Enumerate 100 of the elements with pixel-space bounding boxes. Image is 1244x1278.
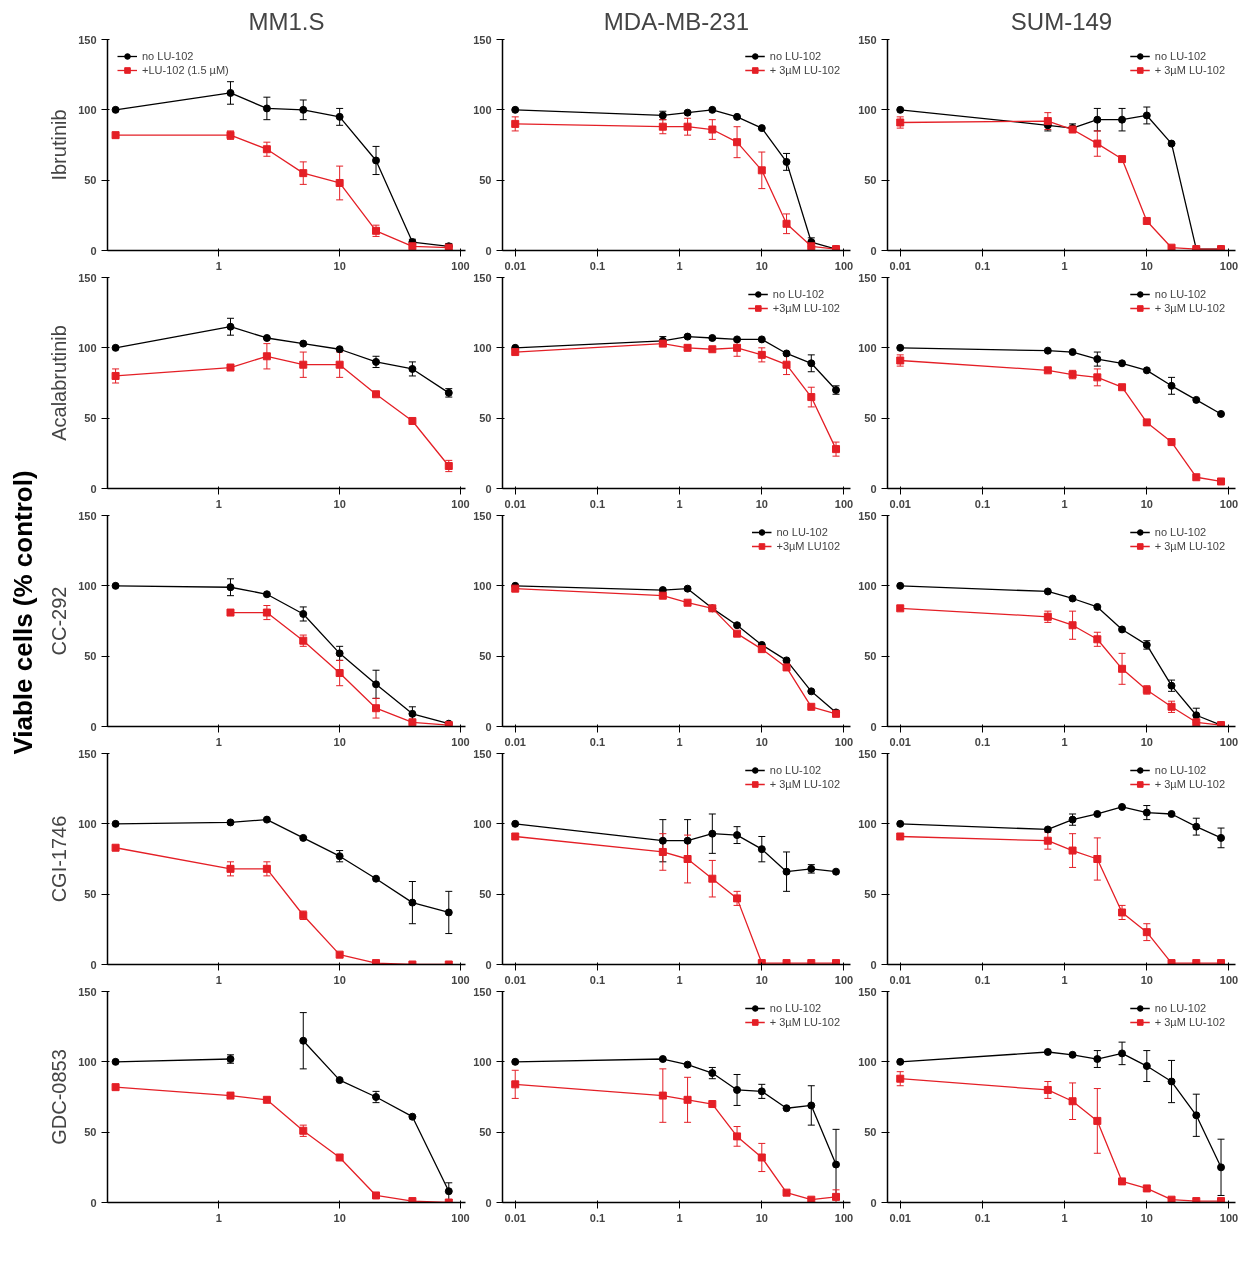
y-tick-label: 50 bbox=[479, 412, 492, 425]
legend-label: + 3µM LU-102 bbox=[1154, 301, 1225, 315]
x-tick-label: 10 bbox=[333, 259, 346, 272]
y-tick-label: 150 bbox=[858, 985, 877, 998]
chart-title: MDA-MB-231 bbox=[603, 7, 750, 35]
y-tick-label: 100 bbox=[473, 103, 492, 116]
y-tick-label: 50 bbox=[84, 1126, 97, 1139]
x-tick-label: 1 bbox=[1061, 735, 1068, 748]
x-tick-label: 10 bbox=[1140, 1211, 1153, 1224]
y-tick-label: 0 bbox=[870, 244, 877, 257]
x-tick-label: 10 bbox=[1140, 735, 1153, 748]
x-tick-label: 1 bbox=[1061, 497, 1068, 510]
x-tick-label: 100 bbox=[1219, 735, 1239, 748]
legend-label: + 3µM LU-102 bbox=[769, 63, 840, 77]
y-tick-label: 150 bbox=[858, 747, 877, 760]
y-tick-label: 150 bbox=[858, 509, 877, 522]
x-tick-label: 100 bbox=[1219, 973, 1239, 986]
x-tick-label: 100 bbox=[834, 973, 854, 986]
legend-label: + 3µM LU-102 bbox=[1154, 539, 1225, 553]
legend-label: +LU-102 (1.5 µM) bbox=[142, 63, 229, 77]
y-tick-label: 100 bbox=[78, 817, 97, 830]
legend-label: no LU-102 bbox=[1154, 1001, 1207, 1015]
x-tick-label: 0.1 bbox=[974, 1211, 991, 1224]
x-tick-label: 1 bbox=[676, 1211, 683, 1224]
text: Viable cells (% control) bbox=[8, 470, 38, 755]
x-tick-label: 0.1 bbox=[589, 1211, 606, 1224]
y-tick-label: 100 bbox=[858, 579, 877, 592]
legend-label: no LU-102 bbox=[769, 49, 822, 63]
y-tick-label: 0 bbox=[870, 958, 877, 971]
y-tick-label: 150 bbox=[473, 509, 492, 522]
x-tick-label: 1 bbox=[215, 1211, 222, 1224]
y-tick-label: 0 bbox=[485, 958, 492, 971]
legend-label: + 3µM LU-102 bbox=[769, 777, 840, 791]
x-tick-label: 100 bbox=[834, 1211, 854, 1224]
x-tick-label: 1 bbox=[676, 497, 683, 510]
y-tick-label: 0 bbox=[90, 1196, 97, 1209]
x-tick-label: 100 bbox=[451, 259, 470, 272]
x-tick-label: 0.01 bbox=[504, 735, 526, 748]
x-tick-label: 100 bbox=[1219, 1211, 1239, 1224]
y-tick-label: 100 bbox=[858, 817, 877, 830]
x-tick-label: 0.01 bbox=[504, 259, 526, 272]
legend-label: no LU-102 bbox=[776, 525, 828, 539]
y-tick-label: 50 bbox=[864, 888, 877, 901]
x-tick-label: 0.1 bbox=[589, 259, 606, 272]
x-tick-label: 0.01 bbox=[889, 259, 911, 272]
legend-label: no LU-102 bbox=[772, 287, 825, 301]
y-tick-label: 0 bbox=[90, 958, 97, 971]
y-tick-label: 0 bbox=[870, 720, 877, 733]
x-tick-label: 100 bbox=[451, 973, 470, 986]
x-tick-label: 0.01 bbox=[504, 1211, 526, 1224]
legend-label: no LU-102 bbox=[1154, 49, 1207, 63]
y-tick-label: 50 bbox=[864, 650, 877, 663]
x-tick-label: 10 bbox=[333, 1211, 346, 1224]
x-tick-label: 0.01 bbox=[504, 497, 526, 510]
x-tick-label: 0.01 bbox=[889, 1211, 911, 1224]
y-tick-label: 100 bbox=[473, 579, 492, 592]
y-tick-label: 0 bbox=[485, 1196, 492, 1209]
x-tick-label: 0.1 bbox=[974, 735, 991, 748]
y-tick-label: 0 bbox=[485, 244, 492, 257]
x-tick-label: 0.1 bbox=[589, 497, 606, 510]
x-tick-label: 100 bbox=[834, 497, 854, 510]
legend-label: + 3µM LU-102 bbox=[1154, 1015, 1225, 1029]
y-tick-label: 50 bbox=[84, 174, 97, 187]
x-tick-label: 0.1 bbox=[589, 973, 606, 986]
x-tick-label: 10 bbox=[755, 973, 768, 986]
x-tick-label: 1 bbox=[215, 497, 222, 510]
y-tick-label: 150 bbox=[858, 271, 877, 284]
y-tick-label: 150 bbox=[473, 271, 492, 284]
y-tick-label: 50 bbox=[84, 412, 97, 425]
x-tick-label: 0.1 bbox=[974, 497, 991, 510]
x-tick-label: 100 bbox=[451, 1211, 470, 1224]
y-axis-title: Ibrutinib bbox=[48, 109, 71, 181]
x-tick-label: 1 bbox=[215, 735, 222, 748]
y-tick-label: 50 bbox=[864, 1126, 877, 1139]
y-tick-label: 0 bbox=[90, 482, 97, 495]
legend-label: + 3µM LU-102 bbox=[1154, 777, 1225, 791]
x-tick-label: 100 bbox=[1219, 259, 1239, 272]
legend-label: + 3µM LU-102 bbox=[1154, 63, 1225, 77]
y-tick-label: 0 bbox=[485, 720, 492, 733]
y-tick-label: 100 bbox=[78, 103, 97, 116]
y-axis-title: CGI-1746 bbox=[48, 815, 71, 903]
chart-title: SUM-149 bbox=[1010, 7, 1113, 35]
x-tick-label: 0.1 bbox=[589, 735, 606, 748]
y-tick-label: 100 bbox=[78, 1055, 97, 1068]
y-tick-label: 100 bbox=[78, 341, 97, 354]
y-tick-label: 0 bbox=[90, 720, 97, 733]
x-tick-label: 1 bbox=[1061, 259, 1068, 272]
y-tick-label: 150 bbox=[473, 747, 492, 760]
y-tick-label: 100 bbox=[858, 103, 877, 116]
x-tick-label: 10 bbox=[1140, 497, 1153, 510]
y-tick-label: 100 bbox=[473, 1055, 492, 1068]
y-tick-label: 0 bbox=[90, 244, 97, 257]
x-tick-label: 10 bbox=[333, 973, 346, 986]
x-tick-label: 0.01 bbox=[889, 973, 911, 986]
legend-label: no LU-102 bbox=[142, 49, 194, 63]
x-tick-label: 100 bbox=[451, 497, 470, 510]
x-tick-label: 100 bbox=[834, 259, 854, 272]
x-tick-label: 10 bbox=[755, 1211, 768, 1224]
y-tick-label: 150 bbox=[858, 33, 877, 46]
x-tick-label: 10 bbox=[333, 497, 346, 510]
